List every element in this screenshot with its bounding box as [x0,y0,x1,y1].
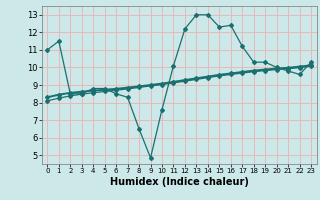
X-axis label: Humidex (Indice chaleur): Humidex (Indice chaleur) [110,177,249,187]
